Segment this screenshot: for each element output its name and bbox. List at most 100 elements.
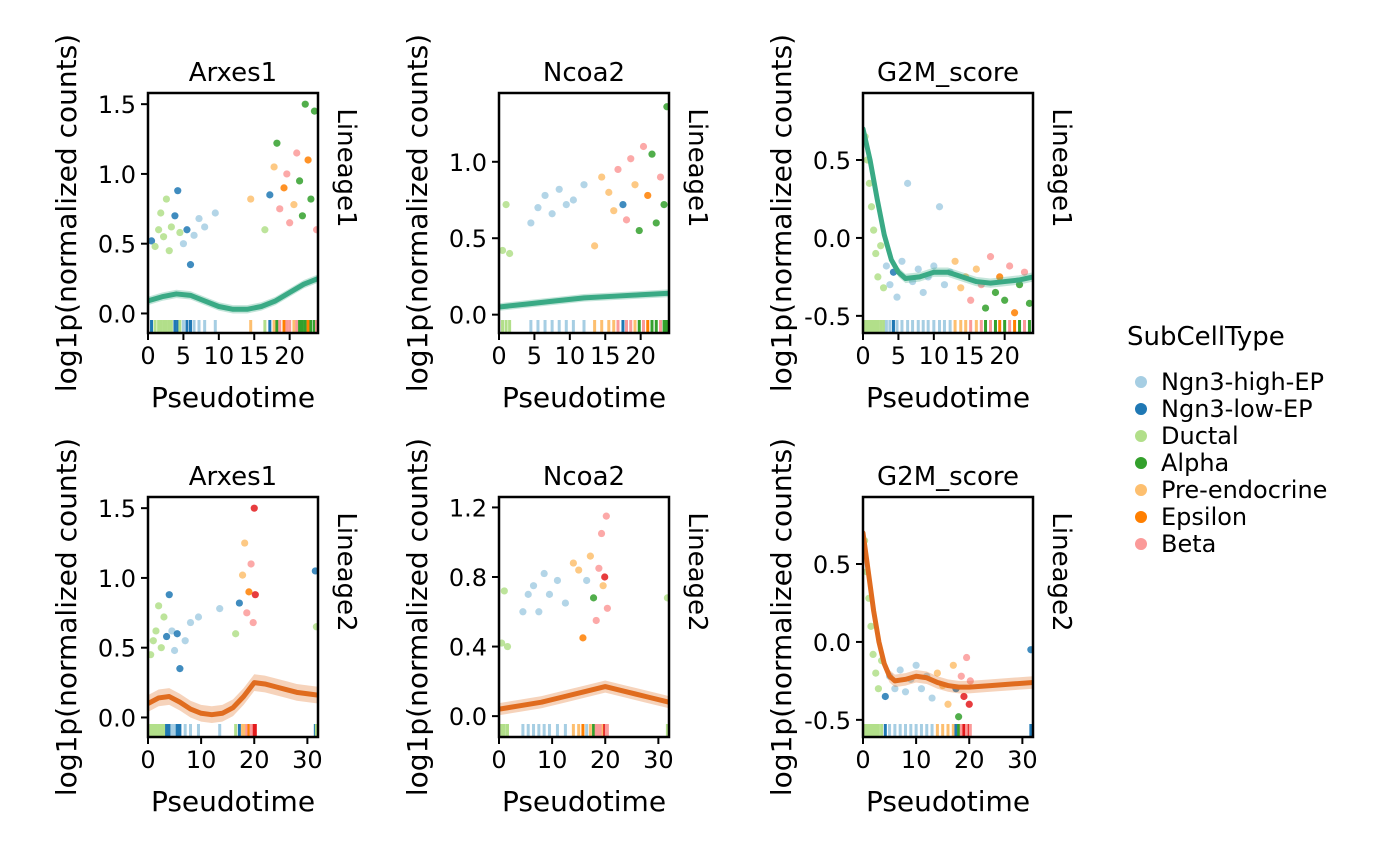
rug-mark [932, 320, 936, 333]
data-point [553, 576, 562, 585]
rug-mark [288, 320, 292, 333]
rug-mark [911, 320, 915, 333]
panel-frame [146, 91, 320, 335]
data-point [148, 651, 155, 659]
data-point [152, 627, 160, 635]
data-point [586, 552, 594, 560]
rug-mark [592, 724, 596, 737]
panel: 0 5 10 15 20 0.0 0.5 1.0 1.5 Arxes1 Pseudotime log1… [50, 34, 361, 414]
rug-mark [153, 320, 157, 333]
rug-mark [654, 320, 658, 333]
rug-mark [874, 320, 878, 333]
rug-mark [637, 320, 641, 333]
rug-mark [865, 320, 869, 333]
rug-mark [633, 320, 637, 333]
x-tick-label: 0 [855, 342, 870, 370]
rug-mark [300, 320, 304, 333]
rug-mark [521, 724, 525, 737]
y-tick-label: 0.5 [813, 551, 851, 579]
rug-mark [588, 724, 592, 737]
legend-item: Pre-endocrine [1127, 476, 1387, 504]
rug-mark [863, 320, 867, 333]
data-point [548, 210, 556, 218]
legend-title: SubCellType [1127, 322, 1285, 352]
data-point [867, 622, 875, 630]
rug-mark [600, 320, 604, 333]
rug-mark [942, 320, 946, 333]
data-point [247, 195, 255, 203]
data-point [301, 100, 309, 108]
data-point [1020, 268, 1029, 276]
data-point [535, 608, 543, 616]
rug-mark [957, 724, 961, 737]
panel: 0 10 20 30 0.0 0.5 1.0 1.5 Arxes1 Pseudotime log1p… [50, 438, 361, 818]
rug-mark [1008, 320, 1012, 333]
data-point [965, 700, 973, 708]
data-point [957, 672, 965, 680]
rug-mark [926, 320, 930, 333]
x-tick-label: 0 [140, 746, 155, 774]
rug-mark [616, 320, 620, 333]
rug-mark [218, 724, 222, 737]
data-point [500, 587, 508, 595]
x-tick-label: 0 [140, 342, 155, 370]
data-point [270, 163, 278, 171]
data-point [865, 179, 873, 187]
data-point [165, 591, 173, 599]
rug-mark [249, 320, 253, 333]
data-point [290, 201, 298, 209]
rug-mark [659, 320, 662, 333]
data-point [541, 191, 549, 200]
x-tick-label: 5 [176, 342, 191, 370]
rug-mark [948, 320, 952, 333]
rug-mark [309, 320, 313, 333]
rug-mark [272, 320, 276, 333]
data-point [579, 634, 587, 642]
rug-mark [196, 724, 200, 737]
legend-label: Alpha [1161, 448, 1230, 477]
facet-strip-label: Lineage2 [1046, 512, 1076, 631]
y-tick-label: 0.0 [449, 703, 487, 731]
data-point [1025, 299, 1033, 307]
data-point [597, 529, 606, 538]
rug-mark [625, 320, 628, 333]
data-point [904, 179, 912, 187]
rug-mark [1018, 320, 1022, 333]
y-tick-label: 1.0 [98, 565, 136, 593]
rug-mark [874, 724, 878, 737]
data-point [896, 666, 904, 674]
data-point [506, 249, 514, 258]
legend-items: Ngn3-high-EP Ngn3-low-EP Ductal Alpha Pre-en… [1127, 368, 1387, 558]
rug-mark [278, 320, 282, 333]
data-point [870, 226, 878, 234]
legend-marker [1135, 375, 1147, 388]
plot-area [863, 526, 1033, 737]
trend-curve [499, 290, 669, 310]
rug-mark [502, 724, 506, 737]
data-point [170, 646, 179, 655]
data-point [168, 627, 176, 635]
data-point [562, 200, 570, 209]
x-axis-label: Pseudotime [151, 381, 315, 414]
data-point [174, 187, 182, 195]
data-point [879, 284, 888, 292]
panel-frame [861, 495, 1035, 739]
rug-mark [1003, 320, 1007, 333]
panel-title: G2M_score [877, 462, 1019, 492]
data-point [869, 650, 877, 659]
legend-marker [1135, 429, 1147, 442]
rug-mark [176, 320, 180, 333]
data-point [266, 191, 274, 199]
data-point [165, 247, 173, 255]
rug-mark [938, 320, 941, 333]
rug-mark [577, 724, 581, 737]
data-point [179, 240, 188, 248]
rug-mark [183, 724, 187, 737]
rug-mark [863, 724, 867, 737]
plot-area [863, 124, 1033, 333]
data-point [183, 226, 191, 234]
data-point [286, 219, 294, 227]
data-point [295, 177, 304, 185]
panel-grid: 0 5 10 15 200.00.51.01.5Arxes1Pseudotimelog1… [50, 34, 1076, 818]
data-point [610, 207, 618, 215]
